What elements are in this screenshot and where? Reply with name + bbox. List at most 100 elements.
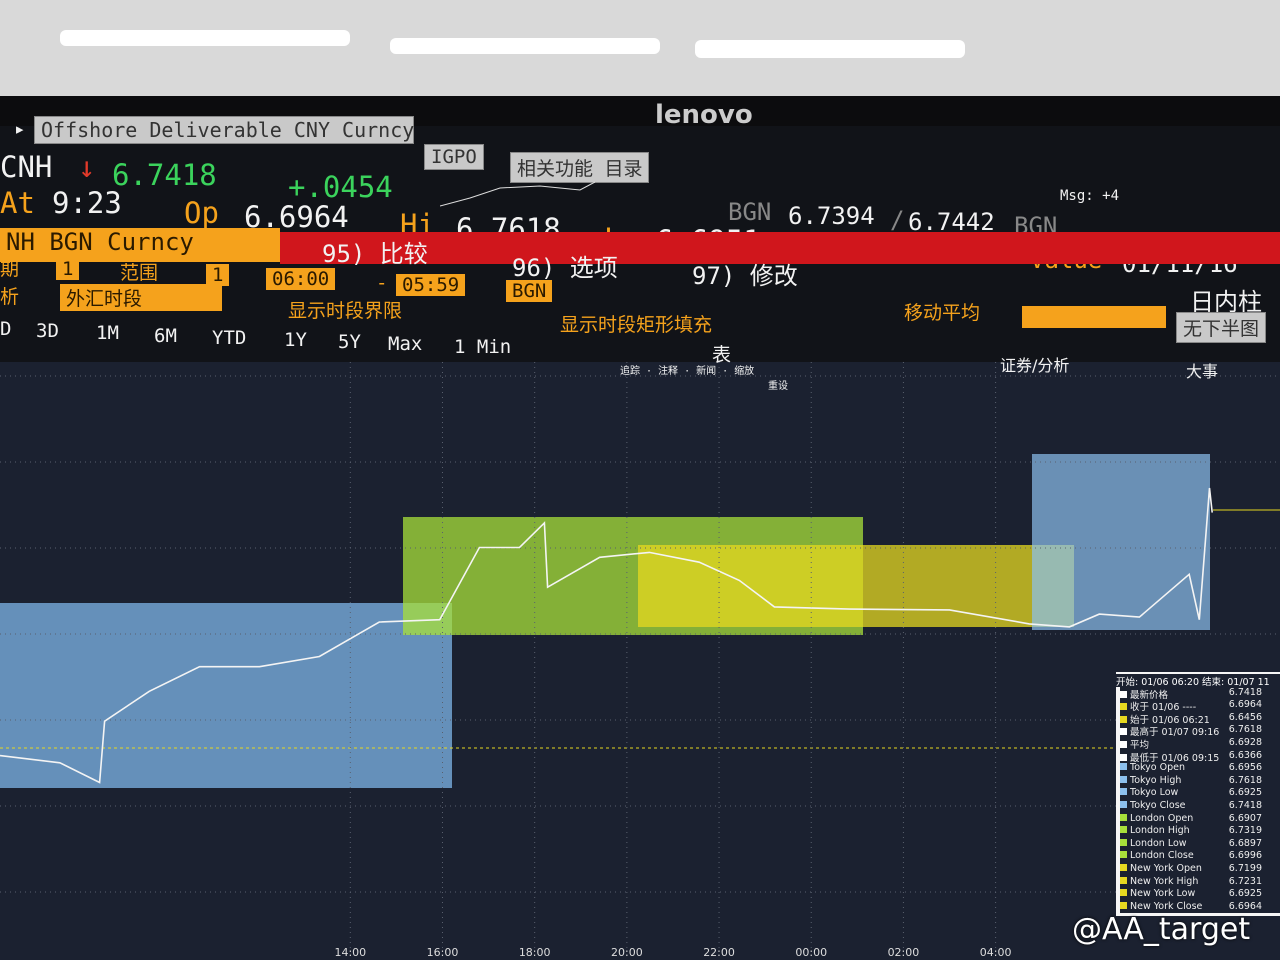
legend-row: New York Low 6.6925: [1120, 888, 1280, 901]
field[interactable]: BGN: [506, 280, 553, 302]
legend-value: 6.6956: [1228, 762, 1262, 774]
legend-swatch: [1120, 740, 1127, 748]
legend-label: 最新价格: [1130, 689, 1169, 701]
dropdown[interactable]: 无下半图: [1176, 312, 1267, 343]
sparkline: [440, 181, 596, 207]
source: BGN: [728, 198, 772, 226]
legend-label: London Open: [1130, 812, 1194, 824]
label: 移动平均: [904, 302, 981, 324]
legend-label: Tokyo Open: [1130, 762, 1185, 774]
period-button[interactable]: D: [0, 318, 12, 340]
label: 范围: [120, 262, 159, 284]
dropdown[interactable]: 外汇时段: [60, 284, 222, 311]
field[interactable]: 1: [206, 264, 230, 286]
legend-row: 收于 01/06 ---- 6.6964: [1120, 699, 1280, 713]
period-button[interactable]: 1 Min: [454, 335, 512, 358]
legend-label: Tokyo High: [1130, 774, 1182, 786]
legend-row: London Close 6.6996: [1120, 850, 1280, 863]
button[interactable]: 97) 修改: [692, 262, 798, 290]
menu-functions[interactable]: 相关功能 目录: [510, 152, 650, 183]
checkbox[interactable]: 显示时段矩形填充: [560, 314, 713, 336]
legend-label: New York Low: [1130, 888, 1196, 900]
legend-row: New York Close 6.6964: [1120, 901, 1280, 914]
label: Op: [184, 196, 219, 230]
separator: /: [890, 206, 905, 234]
legend-label: New York Close: [1130, 900, 1203, 912]
legend-swatch: [1120, 876, 1127, 884]
legend-value: 6.6366: [1228, 749, 1262, 761]
legend-swatch: [1120, 800, 1127, 808]
tool[interactable]: 追踪: [620, 366, 640, 377]
label: At: [0, 186, 35, 220]
legend-row: Tokyo Close 6.7418: [1120, 800, 1280, 813]
period-button[interactable]: 3D: [36, 320, 59, 343]
legend-row: London High 6.7319: [1120, 825, 1280, 838]
x-tick-label: 22:00: [703, 946, 735, 959]
table-button[interactable]: 表: [712, 344, 732, 366]
button[interactable]: 95) 比较: [322, 240, 428, 268]
x-tick-label: 14:00: [334, 946, 366, 959]
security-field[interactable]: Offshore Deliverable CNY Curncy: [34, 116, 414, 144]
menu-igpo[interactable]: IGPO: [424, 144, 484, 170]
legend-value: 6.7618: [1228, 774, 1262, 786]
checkbox[interactable]: 显示时段界限: [288, 300, 403, 322]
legend-row: 平均 6.6928: [1120, 737, 1280, 751]
legend-value: 6.7199: [1228, 862, 1262, 874]
x-tick-label: 00:00: [795, 946, 827, 959]
x-tick-label: 16:00: [427, 946, 459, 959]
legend-label: 平均: [1130, 739, 1150, 751]
legend-label: New York High: [1130, 875, 1199, 887]
bid: 6.7394: [788, 202, 875, 230]
tool[interactable]: 重设: [768, 381, 788, 392]
tab[interactable]: 证券/分析: [1000, 356, 1070, 375]
tool[interactable]: 新闻: [696, 366, 717, 377]
legend-swatch: [1120, 753, 1127, 761]
legend-panel: 开始: 01/06 06:20 结束: 01/07 11 最新价格 6.7418 收…: [1116, 672, 1280, 916]
x-tick-label: 02:00: [888, 946, 920, 959]
legend-row: Tokyo High 6.7618: [1120, 775, 1280, 788]
period-button[interactable]: Max: [388, 333, 423, 356]
ma-fields[interactable]: [1022, 306, 1166, 328]
label: 期: [0, 258, 20, 280]
field[interactable]: 06:00: [266, 268, 336, 290]
tool[interactable]: 注释: [658, 366, 679, 377]
legend-swatch: [1120, 838, 1127, 846]
ceiling: [0, 0, 1280, 96]
legend-swatch: [1120, 813, 1127, 821]
brand-logo: lenovo: [655, 100, 753, 130]
ask: 6.7442: [908, 208, 995, 236]
legend-row: 最高于 01/07 09:16 6.7618: [1120, 724, 1280, 738]
legend-head: 开始: 01/06 06:20 结束: 01/07 11: [1116, 674, 1280, 688]
legend-swatch: [1120, 863, 1127, 871]
button[interactable]: 96) 选项: [512, 254, 618, 282]
x-tick-label: 20:00: [611, 946, 643, 959]
legend-swatch: [1120, 788, 1127, 796]
field[interactable]: 1: [56, 258, 80, 280]
field[interactable]: 05:59: [396, 274, 466, 296]
watermark: @AA_target: [1072, 912, 1251, 947]
legend-label: London Close: [1130, 850, 1194, 862]
period-button[interactable]: 6M: [154, 324, 177, 347]
legend-row: London Low 6.6897: [1120, 838, 1280, 851]
period-button[interactable]: 1M: [96, 322, 119, 345]
legend-swatch: [1120, 690, 1127, 698]
legend-row: 最新价格 6.7418: [1120, 687, 1280, 701]
tokyo-session: [0, 603, 452, 788]
label: 析: [0, 286, 20, 308]
button[interactable]: 日内柱: [1190, 288, 1262, 316]
legend-swatch: [1120, 851, 1127, 859]
period-button[interactable]: 5Y: [338, 331, 361, 354]
legend-label: Tokyo Close: [1130, 799, 1186, 811]
legend-swatch: [1120, 763, 1127, 771]
period-button[interactable]: YTD: [212, 326, 247, 349]
label: -: [376, 272, 388, 294]
messages[interactable]: Msg: +4: [1060, 188, 1120, 204]
legend-swatch: [1120, 826, 1127, 834]
period-button[interactable]: 1Y: [284, 329, 307, 351]
tool[interactable]: 缩放: [734, 366, 755, 377]
security-tab[interactable]: NH BGN Curncy: [0, 228, 280, 262]
red-toolbar: [280, 232, 1280, 264]
x-tick-label: 18:00: [519, 946, 551, 959]
legend-row: New York Open 6.7199: [1120, 863, 1280, 876]
